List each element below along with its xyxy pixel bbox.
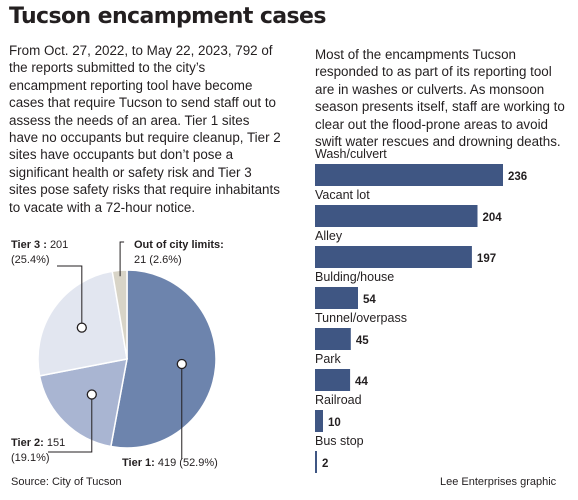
out-of-city-name: Out of city limits: [134, 239, 224, 251]
tier3-name: Tier 3 : [11, 239, 47, 251]
pie-chart [37, 241, 217, 459]
bar-label-bus-stop: Bus stop [315, 434, 364, 448]
bar-value-bulding-house: 54 [363, 294, 376, 306]
bar-value-vacant-lot: 204 [483, 212, 503, 224]
tier2-label: Tier 2: 151 (19.1%) [11, 436, 65, 466]
bar-railroad [315, 410, 323, 432]
bar-value-alley: 197 [477, 253, 496, 265]
graphic-credit: Lee Enterprises graphic [440, 476, 557, 488]
tier3-marker [76, 322, 87, 333]
page-title: Tucson encampment cases [9, 4, 326, 29]
bar-value-wash-culvert: 236 [508, 171, 527, 183]
tier1-label: Tier 1: 419 (52.9%) [122, 456, 218, 471]
out-of-city-leader [119, 241, 125, 277]
source-note: Source: City of Tucson [11, 476, 122, 488]
bar-value-tunnel-overpass: 45 [356, 335, 369, 347]
bar-label-alley: Alley [315, 229, 343, 243]
bar-tunnel-overpass [315, 328, 351, 350]
bar-value-railroad: 10 [328, 417, 341, 429]
bar-bus-stop [315, 451, 317, 473]
tier1-name: Tier 1: [122, 457, 155, 469]
tier1-marker [176, 358, 187, 370]
bar-intro-text: Most of the encampments Tucson responded… [315, 47, 565, 150]
tier2-name: Tier 2: [11, 437, 44, 449]
bar-label-wash-culvert: Wash/culvert [315, 147, 387, 161]
bar-label-vacant-lot: Vacant lot [315, 188, 370, 202]
tier2-percent: (19.1%) [11, 452, 50, 464]
pie-intro-text: From Oct. 27, 2022, to May 22, 2023, 792… [9, 43, 281, 215]
bar-bulding-house [315, 287, 358, 309]
pie-slice-tier-1 [109, 269, 217, 449]
bar-label-bulding-house: Bulding/house [315, 270, 394, 284]
out-of-city-label: Out of city limits: 21 (2.6%) [134, 238, 224, 268]
bar-label-railroad: Railroad [315, 393, 362, 407]
bar-label-park: Park [315, 352, 341, 366]
tier3-leader [57, 265, 83, 324]
tier3-count: 201 [49, 239, 69, 251]
pie-slice-tier-2 [38, 358, 128, 448]
out-of-city-value: 21 (2.6%) [134, 254, 182, 266]
bar-chart: Wash/culvert 236 Vacant lot 204 Alley 197 Buld… [315, 147, 527, 473]
tier1-value: 419 (52.9%) [157, 457, 218, 469]
tier3-label: Tier 3 : 201 (25.4%) [11, 238, 68, 268]
bar-wash-culvert [315, 164, 503, 186]
bar-vacant-lot [315, 205, 478, 227]
bar-alley [315, 246, 472, 268]
tier3-percent: (25.4%) [11, 254, 50, 266]
tier2-leader [48, 398, 93, 453]
tier2-count: 151 [46, 437, 66, 449]
bar-value-park: 44 [355, 376, 368, 388]
tier2-marker [86, 389, 97, 400]
bar-value-bus-stop: 2 [322, 458, 328, 470]
bar-label-tunnel-overpass: Tunnel/overpass [315, 311, 407, 325]
bar-park [315, 369, 351, 391]
